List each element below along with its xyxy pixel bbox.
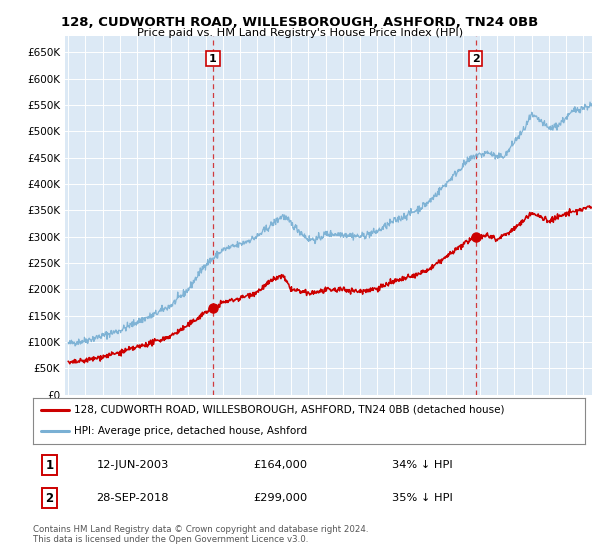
Text: 2: 2 xyxy=(46,492,53,505)
Text: 1: 1 xyxy=(46,459,53,472)
Text: 2: 2 xyxy=(472,54,479,63)
Text: £164,000: £164,000 xyxy=(254,460,308,470)
Text: 128, CUDWORTH ROAD, WILLESBOROUGH, ASHFORD, TN24 0BB (detached house): 128, CUDWORTH ROAD, WILLESBOROUGH, ASHFO… xyxy=(74,405,505,415)
Text: Contains HM Land Registry data © Crown copyright and database right 2024.
This d: Contains HM Land Registry data © Crown c… xyxy=(33,525,368,544)
Text: HPI: Average price, detached house, Ashford: HPI: Average price, detached house, Ashf… xyxy=(74,426,308,436)
Text: 128, CUDWORTH ROAD, WILLESBOROUGH, ASHFORD, TN24 0BB: 128, CUDWORTH ROAD, WILLESBOROUGH, ASHFO… xyxy=(61,16,539,29)
Text: 34% ↓ HPI: 34% ↓ HPI xyxy=(392,460,452,470)
Text: Price paid vs. HM Land Registry's House Price Index (HPI): Price paid vs. HM Land Registry's House … xyxy=(137,28,463,38)
Text: £299,000: £299,000 xyxy=(254,493,308,503)
Text: 35% ↓ HPI: 35% ↓ HPI xyxy=(392,493,452,503)
Text: 28-SEP-2018: 28-SEP-2018 xyxy=(97,493,169,503)
Text: 1: 1 xyxy=(209,54,217,63)
Text: 12-JUN-2003: 12-JUN-2003 xyxy=(97,460,169,470)
